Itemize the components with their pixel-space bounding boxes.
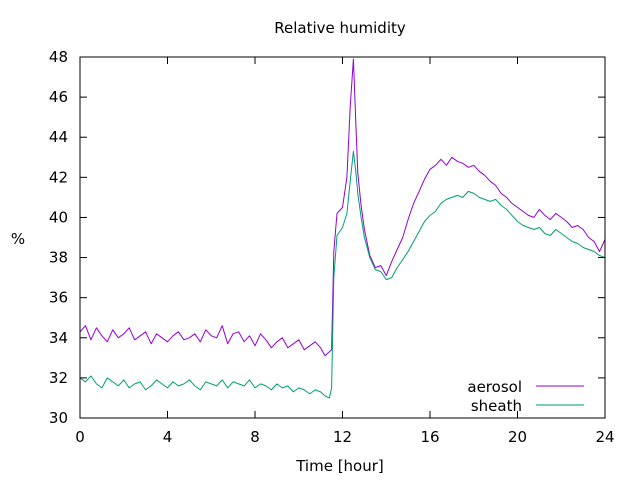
series-line-aerosol bbox=[79, 58, 606, 357]
y-tick-label: 48 bbox=[49, 48, 68, 66]
x-tick-label: 20 bbox=[508, 428, 527, 446]
series-line-sheath bbox=[79, 150, 606, 399]
legend: aerosol sheath bbox=[467, 378, 584, 415]
y-tick-label: 44 bbox=[49, 128, 68, 146]
series-layer bbox=[79, 58, 606, 399]
y-tick-label: 30 bbox=[49, 409, 68, 427]
x-tick-label: 8 bbox=[250, 428, 260, 446]
x-tick-label: 16 bbox=[420, 428, 439, 446]
x-tick-label: 24 bbox=[595, 428, 614, 446]
y-tick-label: 40 bbox=[49, 208, 68, 226]
x-axis-label: Time [hour] bbox=[295, 457, 384, 475]
y-tick-label: 46 bbox=[49, 88, 68, 106]
y-tick-label: 34 bbox=[49, 329, 68, 347]
legend-label-aerosol: aerosol bbox=[467, 378, 522, 396]
y-tick-label: 36 bbox=[49, 289, 68, 307]
chart-title: Relative humidity bbox=[274, 19, 406, 37]
plot-frame bbox=[79, 56, 606, 419]
x-tick-label: 4 bbox=[163, 428, 173, 446]
legend-label-sheath: sheath bbox=[471, 397, 522, 415]
y-tick-label: 38 bbox=[49, 249, 68, 267]
x-tick-label: 12 bbox=[333, 428, 352, 446]
y-axis-label: % bbox=[11, 230, 25, 248]
y-tick-label: 42 bbox=[49, 168, 68, 186]
x-tick-label: 0 bbox=[75, 428, 85, 446]
y-tick-label: 32 bbox=[49, 369, 68, 387]
